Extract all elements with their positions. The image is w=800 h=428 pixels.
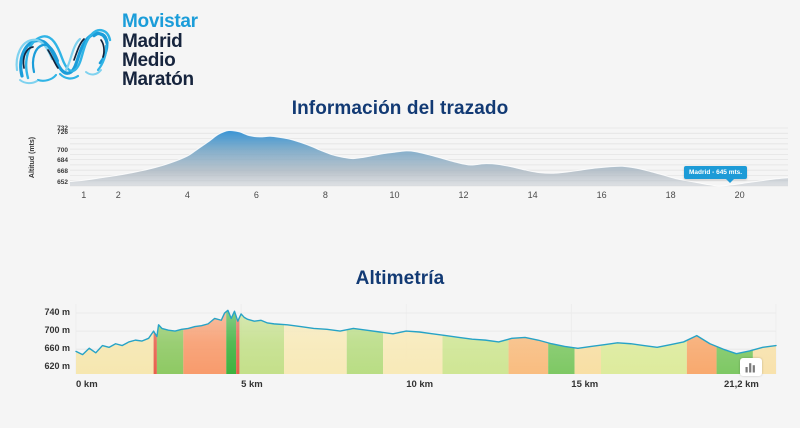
chart-informacion-del-trazado [0, 126, 800, 214]
trazado-xtick-1: 1 [81, 190, 87, 200]
section-title-altimetria: Altimetría [355, 268, 445, 289]
altimetria-segment-steep-up [153, 310, 157, 374]
trazado-ytick-684: 684 [57, 157, 68, 165]
brand-wordmark: Movistar Madrid Medio Maratón [122, 12, 198, 90]
trazado-ytick-726: 726 [57, 128, 68, 136]
altimetria-gradient-segments [76, 310, 776, 374]
trazado-xtick-10: 10 [389, 190, 400, 200]
trazado-area-fill [70, 130, 788, 187]
altimetria-ytick-700-m: 700 m [44, 325, 70, 336]
altimetria-segment-steep-up [236, 310, 240, 374]
altimetria-segment-flat [284, 310, 347, 374]
madrid-altitude-tooltip[interactable]: Madrid - 645 mts. [684, 166, 748, 183]
brand-line-medio: Medio [122, 50, 176, 71]
trazado-ytick-668: 668 [57, 168, 68, 176]
trazado-line [69, 129, 789, 187]
brand-line-madrid: Madrid [122, 30, 183, 52]
brand-header: Movistar Madrid Medio Maratón [8, 10, 198, 92]
altimetria-segment-down [601, 310, 687, 374]
bar-chart-icon-button[interactable] [740, 358, 762, 376]
trazado-xtick-14: 14 [527, 190, 538, 200]
altimetria-segment-down [548, 310, 575, 374]
altimetria-segment-up [183, 310, 227, 374]
altimetria-ytick-620-m: 620 m [44, 361, 70, 372]
altimetria-xtick-10-km: 10 km [406, 379, 434, 390]
altimetria-x-axis-ticks: 0 km 5 km 10 km 15 km 21,2 km [76, 379, 776, 395]
brand-line-maraton: Maratón [122, 69, 194, 91]
trazado-x-axis-ticks: 1 2 4 6 8 10 12 14 16 18 20 [70, 190, 788, 206]
trazado-xtick-16: 16 [596, 190, 607, 200]
bar-chart-icon [745, 362, 755, 372]
altimetria-segment-flat [574, 310, 601, 374]
trazado-xtick-6: 6 [253, 190, 259, 200]
altimetria-xtick-21-2-km: 21,2 km [724, 379, 759, 390]
trazado-ytick-652: 652 [57, 179, 68, 187]
altimetria-ytick-740-m: 740 m [44, 307, 70, 317]
madrid-tooltip-label: Madrid - 645 mts. [689, 169, 743, 176]
altimetria-xtick-5-km: 5 km [241, 379, 263, 390]
altimetria-xtick-0-km: 0 km [76, 379, 98, 390]
altimetria-y-axis-ticks: 620 m 660 m 700 m 740 m [18, 300, 70, 378]
trazado-ytick-700: 700 [57, 146, 68, 154]
movistar-m-wave-icon [8, 10, 116, 92]
chart-altimetria [0, 300, 800, 378]
trazado-y-axis-ticks: 652 668 684 700 726 732 [40, 124, 68, 188]
trazado-xtick-18: 18 [665, 190, 676, 200]
altimetria-segment-down [239, 310, 285, 374]
trazado-xtick-20: 20 [734, 190, 745, 200]
altimetria-segment-flat [383, 310, 443, 374]
altimetria-segment-down [226, 310, 237, 374]
brand-line-movistar: Movistar [122, 11, 198, 33]
section-title-trazado: Información del trazado [291, 98, 509, 119]
altimetria-segment-flat [76, 310, 154, 374]
altimetria-segment-down [346, 310, 384, 374]
trazado-xtick-4: 4 [184, 190, 190, 200]
altimetria-xtick-15-km: 15 km [571, 379, 599, 390]
trazado-ytick-732: 732 [57, 124, 68, 132]
altimetria-segment-down [156, 310, 184, 374]
trazado-xtick-8: 8 [322, 190, 328, 200]
altimetria-line [75, 309, 777, 356]
trazado-xtick-12: 12 [458, 190, 469, 200]
altimetria-profile-svg [75, 304, 777, 374]
altimetria-ytick-660-m: 660 m [44, 343, 70, 354]
altimetria-segment-up [508, 310, 549, 374]
trazado-xtick-2: 2 [115, 190, 121, 200]
trazado-profile-svg [69, 127, 789, 187]
